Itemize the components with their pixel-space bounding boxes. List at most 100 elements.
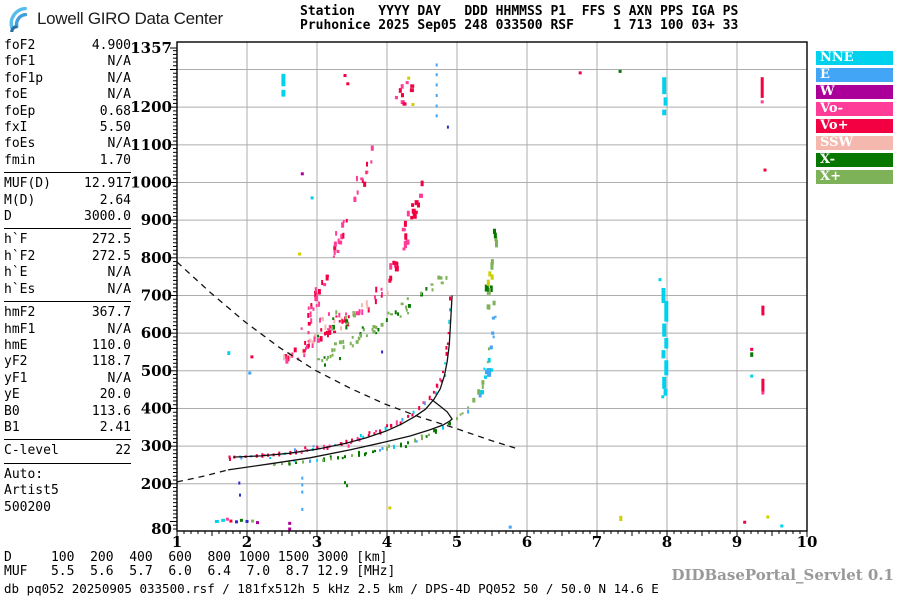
parameter-label: foEs bbox=[4, 136, 36, 152]
legend-item-x+: X+ bbox=[816, 170, 893, 184]
servlet-version: DIDBasePortal_Servlet 0.1 bbox=[671, 566, 894, 584]
parameter-row-clevel: C-level 22 bbox=[4, 443, 131, 459]
echo-traces bbox=[228, 296, 497, 467]
parameter-value: 3000.0 bbox=[84, 209, 131, 225]
parameter-label: foF1p bbox=[4, 70, 44, 86]
parameters-panel: foF2 4.900 foF1 N/A foF1p N/A foE N/A foEp 0.68 fx… bbox=[4, 38, 131, 516]
y-axis-tick-label: 80 bbox=[151, 520, 172, 538]
status-line: db pq052 20250905 033500.rsf / 181fx512h… bbox=[4, 581, 659, 596]
parameter-row-hf: h`F 272.5 bbox=[4, 232, 131, 248]
y-axis-tick-label: 200 bbox=[141, 475, 172, 493]
y-axis-tick-label: 1100 bbox=[130, 136, 172, 154]
autoscaling-info-line: Auto: bbox=[4, 466, 44, 482]
parameter-label: foEp bbox=[4, 103, 36, 119]
panel-divider bbox=[4, 172, 131, 174]
parameter-row-he: h`E N/A bbox=[4, 265, 131, 281]
panel-divider bbox=[4, 228, 131, 230]
parameter-row-fof1p: foF1p N/A bbox=[4, 71, 131, 87]
parameter-label: D bbox=[4, 209, 12, 225]
panel-divider bbox=[4, 301, 131, 303]
x-axis-tick-label: 3 bbox=[312, 533, 322, 551]
parameter-row-b1: B1 2.41 bbox=[4, 420, 131, 436]
parameter-label: hmE bbox=[4, 337, 28, 353]
x-axis-tick-label: 2 bbox=[242, 533, 252, 551]
parameter-row-fof1: foF1 N/A bbox=[4, 54, 131, 70]
parameter-label: fxI bbox=[4, 120, 28, 136]
parameter-value: N/A bbox=[107, 370, 131, 386]
x-axis-tick-label: 9 bbox=[732, 533, 742, 551]
parameter-value: 118.7 bbox=[91, 354, 131, 370]
x-axis-tick-label: 4 bbox=[382, 533, 392, 551]
parameter-row-foe: foE N/A bbox=[4, 87, 131, 103]
parameter-value: 113.6 bbox=[91, 403, 131, 419]
parameter-row-foes: foEs N/A bbox=[4, 136, 131, 152]
x-axis-tick-label: 1 bbox=[172, 533, 182, 551]
parameter-row-foep: foEp 0.68 bbox=[4, 104, 131, 120]
y-axis-tick-label: 1357 bbox=[130, 39, 172, 57]
muf-table-d-row: D 100 200 400 600 800 1000 1500 3000 [km… bbox=[4, 550, 388, 565]
x-axis-tick-label: 5 bbox=[452, 533, 462, 551]
parameter-row-hmf2: hmF2 367.7 bbox=[4, 305, 131, 321]
sporadic-marks bbox=[214, 63, 784, 531]
parameter-value: 110.0 bbox=[91, 337, 131, 353]
parameter-value: N/A bbox=[107, 136, 131, 152]
panel-divider bbox=[4, 439, 131, 441]
autoscaling-info-line: 500200 bbox=[4, 499, 51, 515]
parameter-value: N/A bbox=[107, 321, 131, 337]
station-values-row: Pruhonice 2025 Sep05 248 033500 RSF 1 71… bbox=[300, 18, 739, 33]
parameter-row-hes: h`Es N/A bbox=[4, 282, 131, 298]
parameter-label: hmF2 bbox=[4, 305, 36, 321]
legend-item-nne: NNE bbox=[816, 51, 893, 65]
legend-item-vo+: Vo+ bbox=[816, 119, 893, 133]
x-axis-tick-label: 8 bbox=[662, 533, 672, 551]
parameter-value: N/A bbox=[107, 265, 131, 281]
parameter-value: 2.64 bbox=[99, 192, 131, 208]
parameter-value: N/A bbox=[107, 281, 131, 297]
echo-bands bbox=[283, 81, 499, 398]
parameter-value: 1.70 bbox=[99, 152, 131, 168]
curve-transmission-curve bbox=[176, 261, 516, 449]
parameter-label: h`F2 bbox=[4, 248, 36, 264]
y-axis-tick-label: 900 bbox=[141, 211, 172, 229]
parameter-value: 272.5 bbox=[91, 232, 131, 248]
echo-legend: NNE E W Vo- Vo+ SSW X- X+ bbox=[816, 51, 893, 187]
parameter-value: 2.41 bbox=[99, 419, 131, 435]
parameter-row-fxi: fxI 5.50 bbox=[4, 120, 131, 136]
parameter-label: M(D) bbox=[4, 192, 36, 208]
legend-item-w: W bbox=[816, 85, 893, 99]
parameter-value: 4.900 bbox=[91, 38, 131, 53]
parameter-row-ye: yE 20.0 bbox=[4, 387, 131, 403]
parameter-value: 5.50 bbox=[99, 120, 131, 136]
parameter-label: yF1 bbox=[4, 370, 28, 386]
axis-labels: 1357120011001000900800700600500400300200… bbox=[130, 39, 817, 551]
y-axis-tick-label: 1000 bbox=[130, 173, 172, 191]
parameter-label: B0 bbox=[4, 403, 20, 419]
station-header: Station YYYY DAY DDD HHMMSS P1 FFS S AXN… bbox=[300, 5, 738, 33]
parameter-value: 20.0 bbox=[99, 387, 131, 403]
parameter-label: h`F bbox=[4, 232, 28, 248]
parameter-label: yE bbox=[4, 387, 20, 403]
legend-item-x-: X- bbox=[816, 153, 893, 167]
parameter-row-hf2: h`F2 272.5 bbox=[4, 249, 131, 265]
parameter-label: foF1 bbox=[4, 54, 36, 70]
profile-curves bbox=[176, 261, 516, 483]
panel-divider bbox=[4, 462, 131, 464]
x-axis-tick-label: 6 bbox=[522, 533, 532, 551]
parameter-value: 367.7 bbox=[91, 305, 131, 321]
parameter-label: foF2 bbox=[4, 38, 36, 53]
parameter-value: N/A bbox=[107, 54, 131, 70]
parameter-label: foE bbox=[4, 87, 28, 103]
y-axis-tick-label: 800 bbox=[141, 249, 172, 267]
autoscaling-info-line: Artist5 bbox=[4, 483, 59, 499]
parameter-value: 0.68 bbox=[99, 103, 131, 119]
parameter-label: B1 bbox=[4, 419, 20, 435]
parameter-row-yf1: yF1 N/A bbox=[4, 371, 131, 387]
y-axis-tick-label: 300 bbox=[141, 437, 172, 455]
muf-table-muf-row: MUF 5.5 5.6 5.7 6.0 6.4 7.0 8.7 12.9 [MH… bbox=[4, 564, 396, 579]
parameter-row-hmf1: hmF1 N/A bbox=[4, 322, 131, 338]
parameter-value: N/A bbox=[107, 87, 131, 103]
parameter-value: 12.917 bbox=[84, 176, 131, 192]
parameter-label: h`Es bbox=[4, 281, 36, 297]
